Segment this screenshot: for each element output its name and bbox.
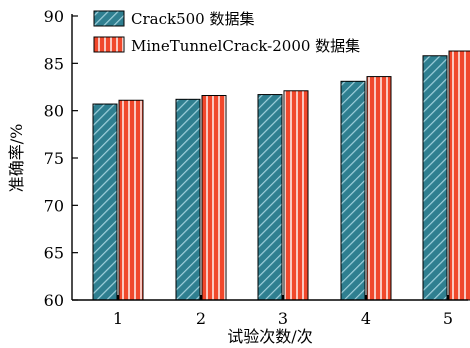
legend-swatch-minetunnelcrack: [93, 36, 125, 53]
y-tick-label-90: 90: [44, 7, 64, 26]
bar-series-2-cat-2: [201, 95, 227, 301]
y-axis-title: 准确率/%: [7, 124, 26, 193]
y-tick-label-60: 60: [44, 291, 64, 310]
bar-series-2-cat-1: [118, 99, 144, 301]
bar-series-2-cat-5: [448, 50, 470, 301]
bar-series-2-cat-4: [366, 76, 392, 301]
bar-series-1-cat-5: [422, 55, 448, 301]
x-tick-label-1: 1: [113, 309, 123, 328]
x-tick-label-5: 5: [443, 309, 453, 328]
x-tick-label-4: 4: [361, 309, 371, 328]
legend-label-crack500: Crack500 数据集: [131, 10, 254, 28]
x-axis-title: 试验次数/次: [227, 327, 312, 346]
legend-swatch-crack500: [93, 10, 125, 27]
y-tick-label-75: 75: [44, 149, 64, 168]
legend-label-minetunnelcrack: MineTunnelCrack-2000 数据集: [131, 37, 360, 55]
bars-group: [92, 50, 470, 301]
bar-series-1-cat-2: [175, 98, 201, 301]
bar-series-1-cat-1: [92, 103, 118, 301]
x-tick-label-3: 3: [278, 309, 288, 328]
y-tick-label-65: 65: [44, 244, 64, 263]
y-axis: 60 65 70 75 80 85 90: [44, 7, 78, 310]
bar-series-1-cat-3: [257, 94, 283, 301]
x-axis: 1 2 3 4 5: [72, 295, 468, 328]
bar-series-2-cat-3: [283, 90, 309, 301]
legend: Crack500 数据集 MineTunnelCrack-2000 数据集: [93, 10, 360, 55]
x-tick-label-2: 2: [196, 309, 206, 328]
y-tick-label-85: 85: [44, 54, 64, 73]
y-tick-label-80: 80: [44, 102, 64, 121]
y-tick-label-70: 70: [44, 196, 64, 215]
bar-series-1-cat-4: [340, 80, 366, 301]
